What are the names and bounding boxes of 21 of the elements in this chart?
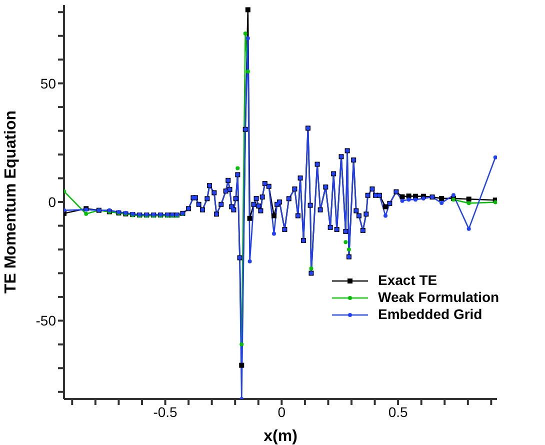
- x-tick-label: 0: [278, 404, 286, 420]
- point: [466, 201, 471, 206]
- legend-label: Weak Formulation: [378, 289, 500, 306]
- point: [240, 342, 244, 346]
- y-axis-title: TE Momentum Equation: [2, 110, 20, 294]
- y-tick-label: 0: [48, 194, 56, 210]
- y-tick-label: -50: [36, 312, 56, 329]
- point: [84, 212, 88, 216]
- point: [246, 69, 250, 74]
- x-axis-title: x(m): [264, 428, 298, 445]
- legend-label: Exact TE: [378, 272, 438, 289]
- point: [344, 240, 348, 244]
- point: [309, 266, 314, 270]
- x-tick-label: -0.5: [153, 404, 178, 420]
- y-tick-label: 50: [40, 75, 56, 92]
- point: [236, 166, 240, 170]
- point: [243, 31, 248, 36]
- x-tick-label: 0.5: [388, 404, 408, 420]
- legend-label: Embedded Grid: [378, 306, 482, 323]
- point: [346, 247, 351, 252]
- point: [493, 200, 497, 204]
